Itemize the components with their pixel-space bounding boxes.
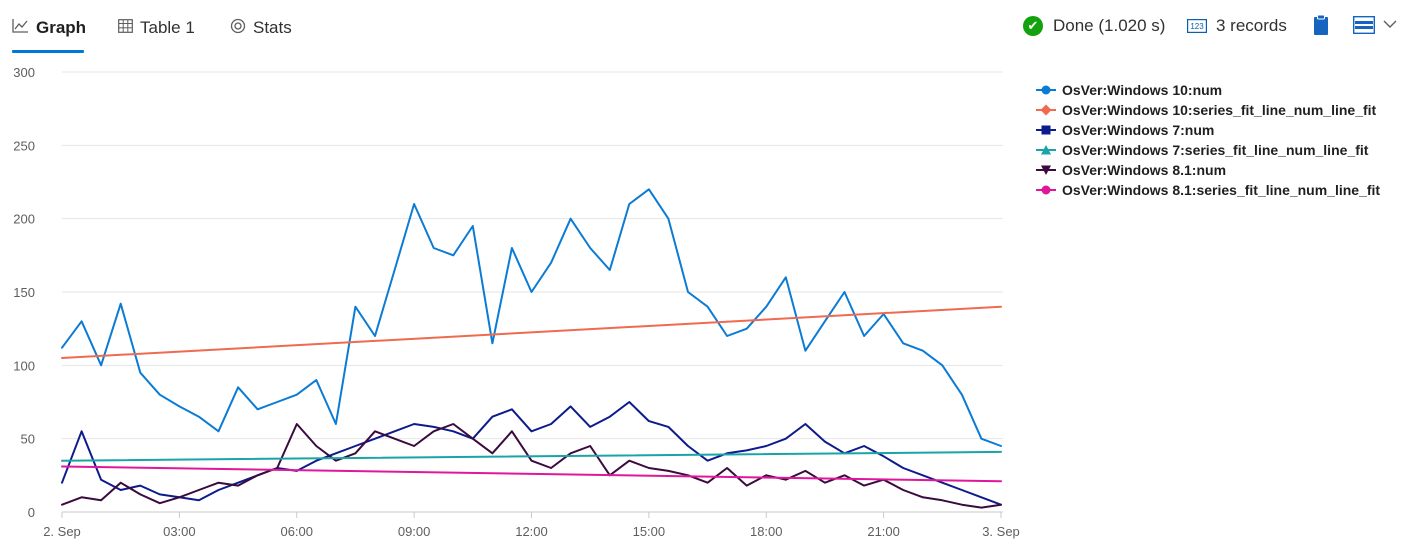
series-line[interactable] xyxy=(61,450,1002,462)
tab-table-1[interactable]: Table 1 xyxy=(118,14,195,42)
x-tick-label: 21:00 xyxy=(867,524,900,539)
layout-icon[interactable] xyxy=(1352,15,1376,39)
series-line[interactable] xyxy=(61,305,1002,359)
y-tick-label: 300 xyxy=(13,65,35,80)
chart-area: 300 250 200 150 100 50 0 2. Sep 03:00 06:00 09:00… xyxy=(13,65,1020,539)
series-line[interactable] xyxy=(61,423,1002,509)
done-text: Done (1.020 s) xyxy=(1053,16,1166,35)
records-count: 123 3 records xyxy=(1187,14,1287,38)
x-tick-label: 3. Sep xyxy=(982,524,1020,539)
table-icon xyxy=(118,18,133,38)
line-chart-icon xyxy=(12,18,29,38)
y-tick-label: 200 xyxy=(13,212,35,227)
legend-marker-icon xyxy=(1036,165,1056,175)
done-check-icon: ✔ xyxy=(1023,16,1043,36)
stats-icon xyxy=(230,18,246,39)
x-tick-label: 09:00 xyxy=(398,524,431,539)
y-tick-label: 100 xyxy=(13,358,35,373)
legend-marker-icon xyxy=(1036,104,1056,116)
legend-item[interactable]: OsVer:Windows 10:num xyxy=(1036,80,1380,100)
active-tab-indicator xyxy=(12,50,84,53)
tab-stats-label: Stats xyxy=(253,18,292,37)
legend-item[interactable]: OsVer:Windows 8.1:series_fit_line_num_li… xyxy=(1036,180,1380,200)
legend-label: OsVer:Windows 7:series_fit_line_num_line… xyxy=(1062,142,1369,158)
y-tick-label: 150 xyxy=(13,285,35,300)
legend-marker-icon xyxy=(1036,185,1056,195)
x-tick-label: 12:00 xyxy=(515,524,548,539)
chart-legend: OsVer:Windows 10:num OsVer:Windows 10:ser… xyxy=(1036,80,1380,200)
series-line[interactable] xyxy=(61,188,1002,447)
legend-marker-icon xyxy=(1036,125,1056,135)
x-axis: 2. Sep 03:00 06:00 09:00 12:00 15:00 18:00 21:0… xyxy=(43,511,1020,539)
y-axis: 300 250 200 150 100 50 0 xyxy=(13,65,35,520)
records-text: 3 records xyxy=(1216,16,1287,35)
legend-label: OsVer:Windows 8.1:num xyxy=(1062,162,1227,178)
svg-text:123: 123 xyxy=(1190,22,1204,31)
chevron-down-icon[interactable] xyxy=(1382,17,1398,35)
series-line[interactable] xyxy=(61,465,1002,483)
legend-item[interactable]: OsVer:Windows 10:series_fit_line_num_lin… xyxy=(1036,100,1380,120)
legend-label: OsVer:Windows 8.1:series_fit_line_num_li… xyxy=(1062,182,1381,198)
legend-label: OsVer:Windows 10:series_fit_line_num_lin… xyxy=(1062,102,1377,118)
x-tick-label: 06:00 xyxy=(280,524,313,539)
legend-marker-icon xyxy=(1036,145,1056,155)
legend-item[interactable]: OsVer:Windows 8.1:num xyxy=(1036,160,1380,180)
tab-graph[interactable]: Graph xyxy=(12,14,86,42)
legend-item[interactable]: OsVer:Windows 7:num xyxy=(1036,120,1380,140)
plot-lines xyxy=(61,188,1002,509)
legend-label: OsVer:Windows 7:num xyxy=(1062,122,1215,138)
clipboard-icon[interactable] xyxy=(1313,14,1329,41)
legend-label: OsVer:Windows 10:num xyxy=(1062,82,1223,98)
tab-stats[interactable]: Stats xyxy=(230,14,292,42)
results-toolbar: Graph Table 1 Stats ✔ Done (1.020 s) 123… xyxy=(0,0,1409,56)
query-status: ✔ Done (1.020 s) xyxy=(1023,14,1165,38)
y-tick-label: 50 xyxy=(21,432,35,447)
legend-item[interactable]: OsVer:Windows 7:series_fit_line_num_line… xyxy=(1036,140,1380,160)
tab-table-1-label: Table 1 xyxy=(140,18,195,37)
records-icon: 123 xyxy=(1187,19,1207,33)
x-tick-label: 15:00 xyxy=(633,524,666,539)
x-tick-label: 03:00 xyxy=(163,524,196,539)
tab-graph-label: Graph xyxy=(36,18,87,37)
y-tick-label: 0 xyxy=(28,505,35,520)
y-tick-label: 250 xyxy=(13,138,35,153)
legend-marker-icon xyxy=(1036,85,1056,95)
x-tick-label: 2. Sep xyxy=(43,524,81,539)
x-tick-label: 18:00 xyxy=(750,524,783,539)
